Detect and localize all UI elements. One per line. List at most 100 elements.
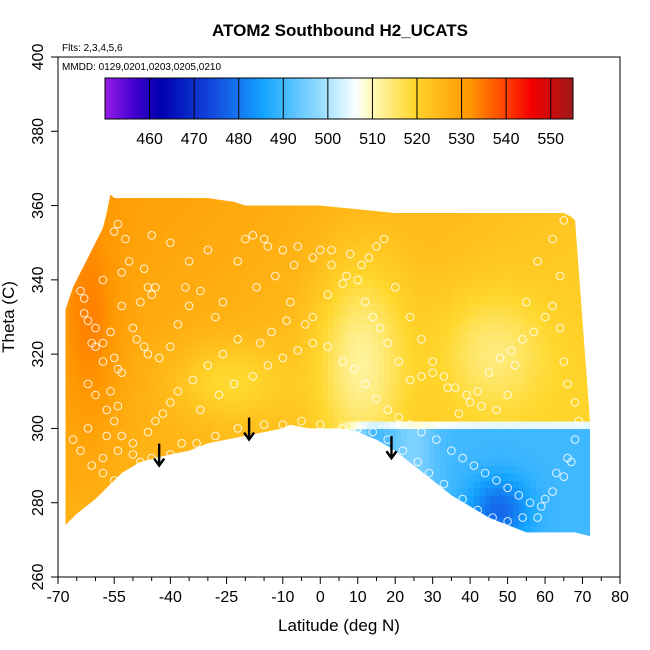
sample-point	[184, 257, 194, 266]
sample-point	[203, 245, 213, 255]
colorbar-tick-label: 530	[448, 131, 475, 148]
sample-point	[139, 264, 149, 274]
sample-point	[316, 245, 325, 255]
sample-point	[136, 297, 145, 307]
sample-point	[492, 405, 501, 415]
sample-point	[79, 309, 89, 318]
colorbar-tick-label: 550	[537, 131, 564, 148]
sample-point	[109, 416, 119, 426]
sample-point	[117, 301, 126, 311]
sample-point	[151, 416, 160, 426]
sample-point	[503, 483, 512, 493]
sample-point	[439, 372, 449, 381]
sample-point	[98, 338, 108, 348]
sample-point	[510, 361, 520, 370]
x-tick-label: -55	[103, 589, 126, 606]
sample-point	[458, 453, 467, 463]
sample-point	[184, 301, 194, 311]
x-tick-label: 10	[349, 589, 367, 606]
sample-point	[83, 379, 93, 389]
x-tick-label: -40	[159, 589, 182, 606]
sample-point	[405, 375, 415, 385]
sample-point	[405, 312, 415, 322]
chart-title: ATOM2 Southbound H2_UCATS	[212, 21, 468, 40]
x-axis: -70 -55 -40 -25 -10 0 10 20 30 40 50 60 70 80	[46, 577, 629, 606]
sample-point	[390, 283, 400, 292]
sample-point	[181, 283, 190, 292]
sample-point	[196, 286, 205, 296]
sample-point	[139, 342, 149, 352]
sample-point	[529, 327, 539, 337]
sample-point	[342, 271, 351, 281]
sample-point	[338, 357, 348, 366]
x-tick-label: 20	[386, 589, 404, 606]
dates-annotation: MMDD: 0129,0201,0203,0205,0210	[62, 62, 221, 73]
sample-point	[345, 249, 355, 259]
x-tick-label: -10	[271, 589, 294, 606]
sample-point	[211, 312, 220, 322]
colorbar: 460 470 480 490 500 510 520 530 540 550	[104, 77, 574, 148]
sample-point	[263, 361, 273, 370]
sample-point	[495, 353, 505, 363]
sample-point	[417, 427, 426, 437]
sample-point	[173, 387, 183, 396]
sample-point	[383, 405, 393, 415]
y-tick-label: 360	[30, 192, 47, 219]
sample-point	[360, 297, 370, 307]
sample-point	[102, 405, 111, 415]
arrow-marker	[153, 443, 166, 468]
y-tick-label: 260	[30, 564, 47, 591]
sample-point	[109, 227, 119, 236]
sample-point	[218, 349, 228, 359]
sample-point	[91, 323, 100, 333]
y-axis: 260 280 300 320 340 360 380 400	[30, 44, 58, 591]
sample-point	[465, 398, 475, 407]
sample-point	[154, 353, 164, 363]
sample-point	[166, 342, 175, 352]
sample-point	[338, 279, 348, 288]
sample-point	[286, 297, 295, 307]
sample-point	[477, 401, 486, 411]
colorbar-tick-label: 510	[359, 131, 386, 148]
sample-point	[450, 383, 460, 392]
sample-point	[166, 238, 175, 247]
sample-point	[480, 468, 490, 478]
sample-point	[91, 342, 100, 352]
colorbar-tick-label: 500	[315, 131, 342, 148]
x-tick-label: 40	[461, 589, 479, 606]
sample-point	[368, 427, 378, 437]
sample-point	[413, 457, 423, 467]
sample-point	[158, 409, 168, 418]
y-tick-label: 400	[30, 44, 47, 71]
sample-point	[372, 242, 381, 251]
sample-point	[372, 394, 381, 404]
sample-point	[278, 420, 288, 430]
sample-point	[548, 301, 557, 311]
sample-point	[147, 453, 156, 463]
x-tick-label: 0	[316, 589, 325, 606]
sample-point	[166, 450, 175, 459]
sample-point	[177, 439, 186, 448]
x-tick-label: 60	[536, 589, 554, 606]
sample-point	[548, 487, 557, 496]
y-tick-label: 300	[30, 415, 47, 442]
sample-point	[555, 271, 565, 281]
sample-point	[484, 368, 494, 378]
sample-point	[166, 398, 175, 407]
sample-point	[548, 234, 557, 244]
sample-point	[525, 498, 535, 508]
sample-point	[263, 242, 273, 251]
sample-point	[507, 346, 516, 355]
colorbar-gradient	[105, 78, 573, 119]
sample-point	[259, 420, 269, 430]
colorbar-tick-label: 490	[270, 131, 297, 148]
sample-point	[196, 405, 205, 415]
sample-point	[379, 234, 389, 244]
sample-point	[503, 390, 512, 400]
sample-point	[214, 390, 224, 400]
sample-point	[121, 234, 130, 244]
sample-point	[338, 424, 348, 433]
sample-point	[259, 234, 269, 244]
x-axis-label: Latitude (deg N)	[278, 616, 400, 635]
